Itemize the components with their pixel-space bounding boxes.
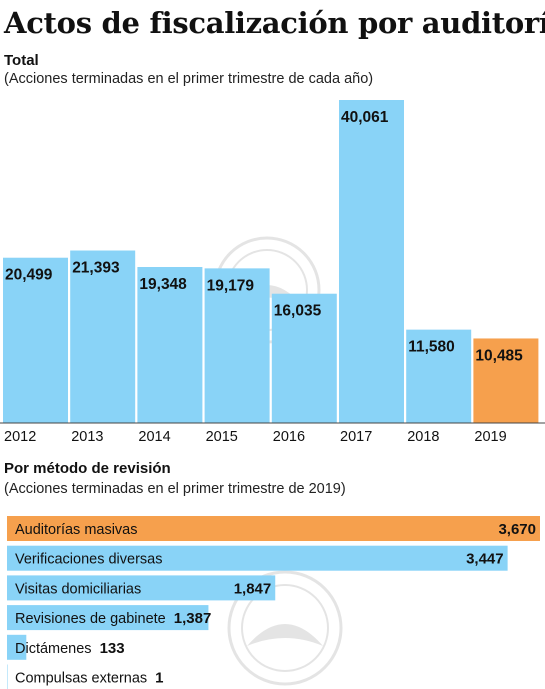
chart-title: Actos de fiscalización por auditoría	[4, 6, 545, 40]
x-tick-2015: 2015	[206, 429, 238, 445]
x-tick-2014: 2014	[138, 429, 170, 445]
bar-2016	[271, 293, 337, 423]
hbar-value-6: 1	[155, 670, 163, 687]
bar-value-2012: 20,499	[5, 267, 53, 284]
hbar-label-4: Revisiones de gabinete	[15, 611, 166, 627]
hbar-6	[7, 664, 8, 689]
bar-2014	[137, 267, 203, 423]
hbar-3	[7, 575, 276, 601]
bar-value-2014: 19,348	[139, 276, 187, 293]
x-tick-2013: 2013	[71, 429, 103, 445]
hbar-value-4: 1,387	[174, 610, 212, 627]
method-section-subtitle: (Acciones terminadas en el primer trimes…	[4, 481, 346, 497]
hbar-value-1: 3,670	[498, 521, 536, 538]
x-tick-2017: 2017	[340, 429, 372, 445]
hbar-value-2: 3,447	[466, 551, 504, 568]
bar-value-2019: 10,485	[475, 347, 523, 364]
bar-value-2013: 21,393	[72, 260, 120, 277]
bar-2012	[3, 257, 68, 423]
hbar-5	[7, 634, 27, 660]
hbar-label-2: Verificaciones diversas	[15, 552, 163, 568]
x-tick-2018: 2018	[407, 429, 439, 445]
bar-2019	[473, 338, 539, 423]
bar-value-2018: 11,580	[408, 339, 455, 356]
hbar-label-1: Auditorías masivas	[15, 522, 138, 538]
x-tick-2016: 2016	[273, 429, 305, 445]
hbar-value-5: 133	[100, 640, 125, 657]
hbar-2	[7, 545, 508, 571]
bar-2013	[70, 250, 136, 423]
hbar-label-6: Compulsas externas	[15, 671, 147, 687]
bar-value-2016: 16,035	[274, 303, 322, 320]
bar-2017	[339, 100, 404, 423]
total-section-title: Total	[4, 52, 39, 69]
seal-watermark-bottom	[227, 570, 343, 686]
bar-value-2015: 19,179	[207, 277, 255, 294]
total-section-subtitle: (Acciones terminadas en el primer trimes…	[4, 71, 374, 87]
method-section-title: Por método de revisión	[4, 460, 171, 477]
x-tick-2019: 2019	[474, 429, 506, 445]
hbar-label-3: Visitas domiciliarias	[15, 581, 141, 597]
hbar-1	[7, 516, 540, 541]
hbar-label-5: Dictámenes	[15, 641, 92, 657]
bar-2018	[406, 329, 472, 423]
bar-2015	[204, 268, 270, 423]
x-tick-2012: 2012	[4, 429, 36, 445]
bar-value-2017: 40,061	[341, 109, 389, 126]
hbar-value-3: 1,847	[234, 580, 272, 597]
hbar-4	[7, 605, 209, 631]
